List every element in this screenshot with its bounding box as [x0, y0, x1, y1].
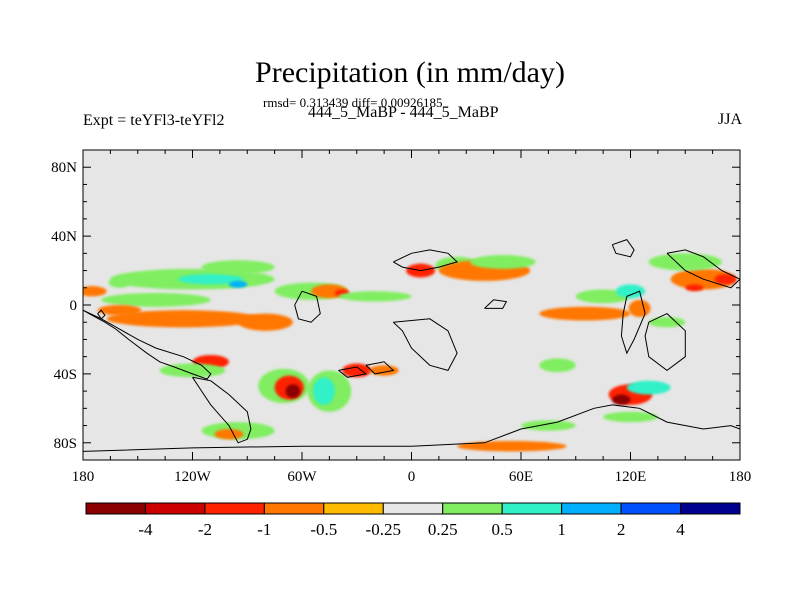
- x-tick-label-2: 60W: [287, 469, 317, 485]
- anomaly-region-7: [106, 310, 261, 328]
- coastline-layer: [83, 239, 740, 452]
- colorbar-label-8: 2: [617, 520, 626, 539]
- anomaly-region-32: [539, 306, 631, 321]
- colorbar-label-3: -0.5: [310, 520, 337, 539]
- coastline-2: [294, 290, 321, 323]
- chart-case-subtitle: 444_5_MaBP - 444_5_MaBP: [308, 104, 499, 121]
- y-tick-label-2: 0: [70, 298, 78, 314]
- anomaly-region-34: [615, 284, 646, 299]
- anomaly-region-43: [714, 274, 737, 285]
- y-tick-label-0: 80N: [51, 160, 77, 176]
- x-tick-label-1: 120W: [174, 469, 212, 485]
- coastline-11: [644, 313, 686, 372]
- experiment-label: Expt = teYFl3-teYFl2: [83, 112, 225, 129]
- anomaly-region-19: [159, 363, 226, 378]
- coastline-8: [83, 404, 740, 452]
- anomaly-region-8: [238, 313, 293, 331]
- colorbar-swatch-6: [442, 502, 503, 515]
- colorbar-swatch-1: [144, 502, 206, 515]
- anomaly-region-30: [521, 420, 576, 431]
- season-label: JJA: [717, 111, 742, 128]
- coastline-7: [484, 299, 508, 309]
- colorbar-swatch-3: [263, 502, 325, 515]
- colorbar: -4 -2 -1 -0.5 -0.25 0.25 0.5 1 2 4: [85, 502, 741, 539]
- colorbar-swatch-0: [85, 502, 146, 515]
- colorbar-label-6: 0.5: [492, 520, 513, 539]
- x-tick-label-6: 180: [729, 469, 752, 485]
- colorbar-swatch-7: [501, 502, 563, 515]
- y-tick-label-3: 40S: [54, 367, 77, 383]
- coastline-5: [392, 318, 458, 371]
- colorbar-swatch-9: [620, 502, 682, 515]
- x-tick-label-5: 120E: [615, 469, 647, 485]
- anomaly-region-1: [83, 286, 107, 297]
- colorbar-label-2: -1: [257, 520, 271, 539]
- anomaly-region-24: [312, 377, 335, 405]
- coastline-9: [611, 239, 635, 258]
- coastline-10: [620, 290, 646, 355]
- coastline-6: [393, 249, 459, 272]
- axis-ticks: 180 120W 60W 0 60E 120E 180 80N 40N 0 40S 80S: [51, 150, 751, 485]
- coastline-1: [192, 376, 252, 444]
- x-tick-label-0: 180: [72, 469, 95, 485]
- anomaly-region-22: [285, 384, 301, 398]
- anomaly-region-40: [603, 411, 658, 423]
- anomaly-layer: [83, 253, 737, 452]
- colorbar-swatch-10: [680, 502, 741, 515]
- colorbar-label-7: 1: [557, 520, 566, 539]
- anomaly-region-44: [648, 253, 722, 271]
- colorbar-label-0: -4: [138, 520, 153, 539]
- chart-stats-subtitle: rmsd= 0.313439 diff= 0.00926185: [263, 95, 443, 110]
- colorbar-swatch-4: [323, 502, 384, 515]
- colorbar-label-9: 4: [676, 520, 685, 539]
- anomaly-region-29: [457, 441, 567, 452]
- anomaly-region-42: [685, 284, 704, 292]
- coastline-4: [365, 361, 395, 375]
- anomaly-region-9: [97, 305, 142, 316]
- anomaly-region-31: [539, 358, 576, 373]
- anomaly-region-17: [469, 255, 536, 269]
- anomaly-region-6: [101, 292, 211, 307]
- x-tick-label-4: 60E: [509, 469, 533, 485]
- colorbar-swatch-2: [204, 502, 265, 515]
- anomaly-region-26: [369, 365, 399, 376]
- anomaly-region-35: [628, 299, 651, 318]
- anomaly-region-38: [612, 394, 631, 405]
- coastline-12: [666, 249, 740, 289]
- chart-title: Precipitation (in mm/day): [255, 56, 565, 89]
- y-tick-label-1: 40N: [51, 229, 77, 245]
- anomaly-region-5: [201, 260, 275, 274]
- anomaly-region-3: [177, 274, 244, 285]
- y-tick-label-4: 80S: [54, 436, 77, 452]
- coastline-13: [97, 309, 106, 320]
- anomaly-region-36: [648, 317, 686, 328]
- anomaly-region-13: [338, 291, 412, 302]
- coastline-3: [338, 366, 368, 378]
- colorbar-swatch-8: [561, 502, 622, 515]
- anomaly-region-39: [626, 380, 671, 395]
- colorbar-label-4: -0.25: [366, 520, 401, 539]
- anomaly-region-28: [214, 429, 244, 440]
- coastline-0: [83, 309, 212, 380]
- x-tick-label-3: 0: [408, 469, 416, 485]
- colorbar-label-1: -2: [198, 520, 212, 539]
- colorbar-label-5: 0.25: [428, 520, 458, 539]
- colorbar-swatch-5: [382, 502, 444, 515]
- anomaly-region-4: [229, 280, 248, 288]
